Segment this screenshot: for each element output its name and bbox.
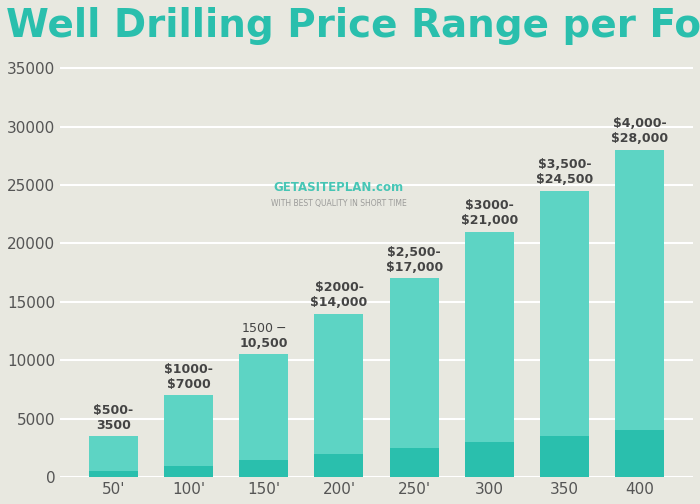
- Text: $2000-
$14,000: $2000- $14,000: [310, 281, 368, 309]
- Text: $3,500-
$24,500: $3,500- $24,500: [536, 158, 593, 186]
- Text: GETASITEPLAN.com: GETASITEPLAN.com: [274, 181, 404, 194]
- Text: WITH BEST QUALITY IN SHORT TIME: WITH BEST QUALITY IN SHORT TIME: [271, 199, 407, 208]
- Bar: [615, 150, 664, 430]
- Text: $1000-
$7000: $1000- $7000: [164, 363, 213, 391]
- Bar: [314, 454, 363, 477]
- Text: $1500-$
10,500: $1500-$ 10,500: [239, 322, 288, 350]
- Bar: [164, 395, 213, 466]
- Bar: [615, 430, 664, 477]
- Bar: [540, 436, 589, 477]
- Bar: [89, 436, 138, 471]
- Bar: [239, 460, 288, 477]
- Bar: [540, 191, 589, 436]
- Bar: [314, 313, 363, 454]
- Bar: [164, 466, 213, 477]
- Text: $500-
3500: $500- 3500: [93, 404, 133, 431]
- Bar: [465, 232, 514, 442]
- Bar: [465, 442, 514, 477]
- Title: Well Drilling Price Range per Foot: Well Drilling Price Range per Foot: [6, 7, 700, 45]
- Text: $4,000-
$28,000: $4,000- $28,000: [611, 117, 668, 145]
- Text: $3000-
$21,000: $3000- $21,000: [461, 199, 518, 227]
- Bar: [239, 354, 288, 460]
- Bar: [390, 448, 439, 477]
- Bar: [390, 279, 439, 448]
- Text: $2,500-
$17,000: $2,500- $17,000: [386, 246, 443, 274]
- Bar: [89, 471, 138, 477]
